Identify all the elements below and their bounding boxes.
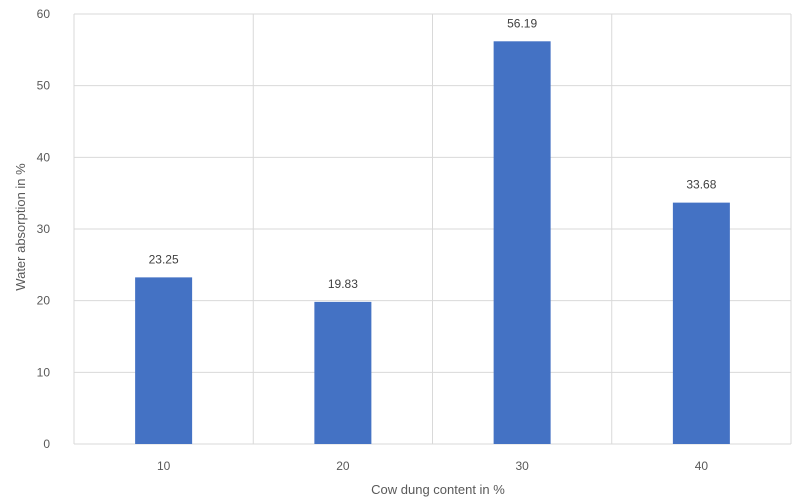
y-tick-label: 0 bbox=[43, 437, 50, 451]
bar bbox=[672, 202, 730, 444]
x-axis-title: Cow dung content in % bbox=[371, 482, 505, 497]
bar-data-label: 56.19 bbox=[507, 16, 537, 30]
bar bbox=[493, 41, 551, 445]
y-tick-label: 30 bbox=[37, 222, 51, 236]
bar-data-label: 19.83 bbox=[328, 277, 358, 291]
y-tick-label: 20 bbox=[37, 294, 51, 308]
x-tick-label: 30 bbox=[515, 459, 529, 473]
y-tick-label: 40 bbox=[37, 150, 51, 164]
y-tick-label: 60 bbox=[37, 7, 51, 21]
grid bbox=[73, 13, 792, 445]
y-tick-label: 10 bbox=[37, 365, 51, 379]
x-tick-label: 40 bbox=[695, 459, 709, 473]
y-axis-title: Water absorption in % bbox=[13, 163, 28, 291]
y-tick-label: 50 bbox=[37, 79, 51, 93]
bar-data-label: 23.25 bbox=[149, 252, 179, 266]
bar bbox=[314, 301, 372, 444]
x-tick-label: 20 bbox=[336, 459, 350, 473]
x-tick-label: 10 bbox=[157, 459, 171, 473]
x-axis-ticks: 10 20 30 40 bbox=[157, 459, 708, 473]
bars bbox=[135, 41, 730, 445]
data-labels: 23.25 19.83 56.19 33.68 bbox=[149, 16, 717, 291]
bar-data-label: 33.68 bbox=[686, 178, 716, 192]
y-axis-ticks: 0 10 20 30 40 50 60 bbox=[37, 7, 51, 451]
bar bbox=[135, 277, 193, 444]
